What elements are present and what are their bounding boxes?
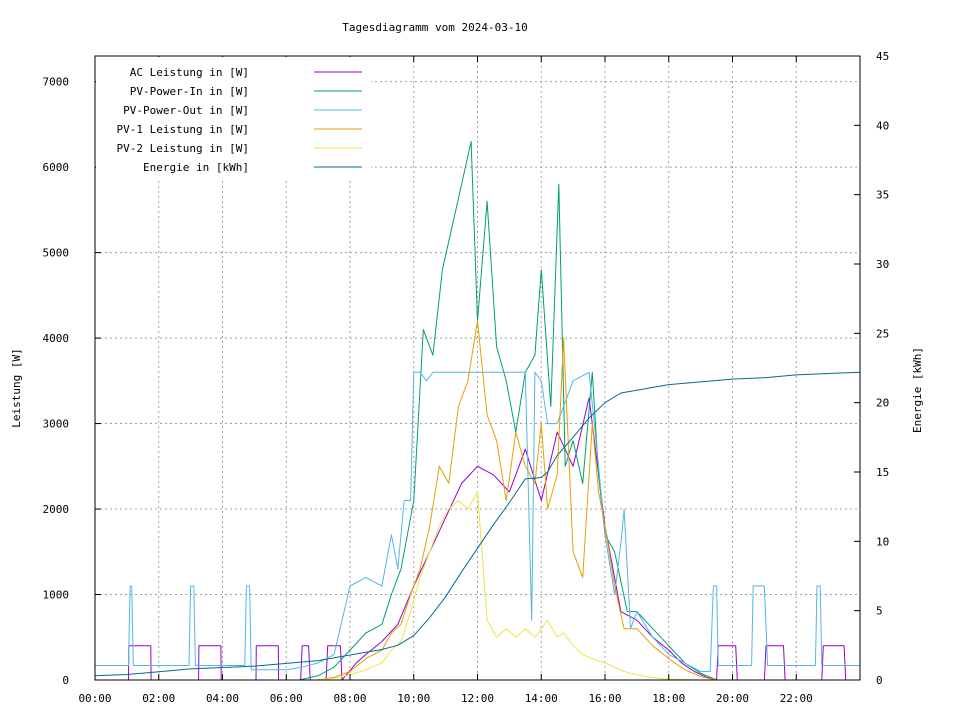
chart-title: Tagesdiagramm vom 2024-03-10 bbox=[342, 21, 527, 34]
y2-tick-label: 40 bbox=[876, 119, 889, 132]
series-line-4 bbox=[95, 320, 860, 681]
series-line-6 bbox=[94, 371, 861, 677]
y-tick-label: 6000 bbox=[43, 161, 70, 174]
x-tick-label: 04:00 bbox=[206, 692, 239, 705]
y2-tick-label: 35 bbox=[876, 189, 889, 202]
y-tick-label: 3000 bbox=[43, 418, 70, 431]
x-tick-label: 20:00 bbox=[716, 692, 749, 705]
y-tick-label: 7000 bbox=[43, 76, 70, 89]
axes: 00:00 02:00 04:00 06:00 08:00 10:00 12:00 14:00… bbox=[43, 50, 890, 705]
x-tick-label: 08:00 bbox=[333, 692, 366, 705]
y-axis-label: Leistung [W] bbox=[10, 348, 23, 427]
legend-label-1: AC Leistung in [W] bbox=[130, 66, 249, 79]
legend: AC Leistung in [W] PV-Power-In in [W] PV-P… bbox=[96, 57, 371, 181]
x-tick-label: 06:00 bbox=[270, 692, 303, 705]
y2-tick-label: 20 bbox=[876, 397, 889, 410]
x-tick-label: 14:00 bbox=[525, 692, 558, 705]
plot-area bbox=[94, 141, 861, 681]
legend-label-3: PV-Power-Out in [W] bbox=[123, 104, 249, 117]
x-tick-label: 18:00 bbox=[652, 692, 685, 705]
legend-label-4: PV-1 Leistung in [W] bbox=[117, 123, 249, 136]
legend-background bbox=[96, 57, 371, 181]
x-tick-label: 02:00 bbox=[142, 692, 175, 705]
y-tick-label: 0 bbox=[62, 674, 69, 687]
grid bbox=[95, 56, 860, 680]
y-tick-label: 1000 bbox=[43, 589, 70, 602]
legend-label-5: PV-2 Leistung in [W] bbox=[117, 142, 249, 155]
y2-tick-label: 10 bbox=[876, 535, 889, 548]
y2-tick-label: 0 bbox=[876, 674, 883, 687]
y-tick-label: 4000 bbox=[43, 332, 70, 345]
y2-axis-label: Energie [kWh] bbox=[911, 347, 924, 433]
y2-tick-label: 25 bbox=[876, 327, 889, 340]
series-line-3 bbox=[95, 371, 860, 672]
legend-label-2: PV-Power-In in [W] bbox=[130, 85, 249, 98]
y-tick-label: 5000 bbox=[43, 247, 70, 260]
y2-tick-label: 15 bbox=[876, 466, 889, 479]
x-tick-label: 10:00 bbox=[397, 692, 430, 705]
y2-tick-label: 5 bbox=[876, 605, 883, 618]
x-tick-label: 12:00 bbox=[461, 692, 494, 705]
series-line-1 bbox=[95, 397, 860, 681]
y-tick-label: 2000 bbox=[43, 503, 70, 516]
y2-tick-label: 30 bbox=[876, 258, 889, 271]
legend-label-6: Energie in [kWh] bbox=[143, 161, 249, 174]
x-tick-label: 16:00 bbox=[588, 692, 621, 705]
series-line-5 bbox=[95, 491, 860, 681]
x-tick-label: 22:00 bbox=[780, 692, 813, 705]
x-tick-label: 00:00 bbox=[78, 692, 111, 705]
y2-tick-label: 45 bbox=[876, 50, 889, 63]
series-line-2 bbox=[95, 141, 860, 681]
